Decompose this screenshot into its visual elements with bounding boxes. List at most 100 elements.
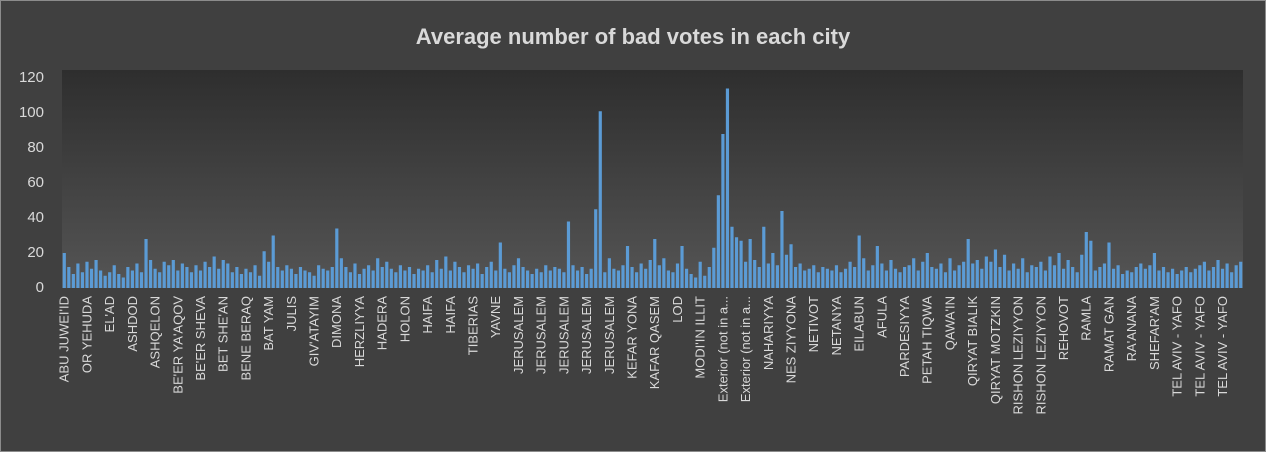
bar xyxy=(139,272,144,288)
bar xyxy=(903,267,907,288)
bar xyxy=(212,256,216,288)
x-tick-label: RAMLA xyxy=(1079,296,1094,341)
bar xyxy=(480,274,484,288)
bar xyxy=(112,265,116,288)
bar xyxy=(398,265,402,288)
bar xyxy=(1012,263,1016,288)
bar xyxy=(312,275,316,288)
y-tick-label: 100 xyxy=(19,104,44,121)
bar xyxy=(871,265,875,288)
bar xyxy=(843,268,848,288)
bar xyxy=(357,274,362,288)
bar xyxy=(866,270,870,288)
bar xyxy=(671,272,675,288)
y-tick-label: 120 xyxy=(19,69,44,86)
bar xyxy=(621,265,625,288)
x-tick-label: NES ZIYYONA xyxy=(783,296,798,384)
bar xyxy=(1234,265,1238,288)
bar xyxy=(834,265,839,288)
bar xyxy=(407,267,412,288)
bar xyxy=(217,268,221,288)
bar xyxy=(966,239,970,288)
bar xyxy=(208,267,212,288)
bar xyxy=(684,268,689,288)
bar xyxy=(607,258,611,288)
bar xyxy=(525,270,530,288)
bar xyxy=(153,268,157,288)
y-tick-label: 40 xyxy=(27,209,44,226)
bar xyxy=(1161,267,1166,288)
chart-title: Average number of bad votes in each city xyxy=(416,24,851,49)
bar xyxy=(1061,268,1066,288)
bar xyxy=(644,268,648,288)
bar xyxy=(167,265,171,288)
x-tick-label: LOD xyxy=(670,296,685,323)
bar xyxy=(271,235,275,288)
bar xyxy=(148,260,153,288)
x-tick-label: NETANYA xyxy=(829,296,844,356)
x-tick-label: GIV'ATAYIM xyxy=(307,296,322,366)
bar xyxy=(103,275,107,288)
bar xyxy=(1098,267,1102,288)
bar xyxy=(580,267,584,288)
bar xyxy=(389,268,393,288)
bar xyxy=(1007,270,1011,288)
bar xyxy=(1166,272,1170,288)
bar xyxy=(766,263,770,288)
bar xyxy=(1211,267,1216,288)
bar xyxy=(989,261,993,288)
bar xyxy=(516,258,521,288)
bar xyxy=(89,268,94,288)
bar xyxy=(703,275,707,288)
bar xyxy=(1075,272,1079,288)
x-tick-label: Exterior (not in a... xyxy=(715,296,730,402)
bar xyxy=(230,272,234,288)
bar xyxy=(1102,263,1107,288)
y-tick-label: 60 xyxy=(27,174,44,191)
x-tick-label: YAVNE xyxy=(488,296,503,338)
bar xyxy=(376,258,380,288)
bar xyxy=(535,268,539,288)
x-tick-label: Exterior (not in a... xyxy=(738,296,753,402)
x-tick-label: BET SHE'AN xyxy=(216,296,231,372)
x-tick-label: KAFAR QASEM xyxy=(647,296,662,389)
bar xyxy=(612,268,616,288)
bar xyxy=(939,263,943,288)
bar xyxy=(825,268,829,288)
bar xyxy=(962,261,966,288)
bar xyxy=(821,267,825,288)
bar xyxy=(439,268,443,288)
bar xyxy=(948,258,952,288)
bar xyxy=(730,226,734,288)
bar xyxy=(307,272,312,288)
bar xyxy=(530,274,534,288)
bar xyxy=(326,270,330,288)
bar xyxy=(771,253,775,288)
bar xyxy=(339,258,343,288)
bar xyxy=(721,134,725,288)
bar xyxy=(857,235,861,288)
bar xyxy=(144,239,148,288)
bar xyxy=(462,272,466,288)
bar xyxy=(317,265,321,288)
bar xyxy=(185,267,189,288)
bar xyxy=(757,267,761,288)
bar xyxy=(1116,265,1120,288)
bar xyxy=(1048,256,1052,288)
x-tick-label: HADERA xyxy=(375,296,390,351)
x-tick-label: EILABUN xyxy=(852,296,867,352)
bar xyxy=(367,265,371,288)
bar xyxy=(162,261,166,288)
bar xyxy=(1207,270,1211,288)
bar xyxy=(80,272,85,288)
bar xyxy=(298,267,303,288)
bar xyxy=(135,263,139,288)
bar xyxy=(898,272,902,288)
x-tick-label: ASHDOD xyxy=(125,296,140,352)
bar xyxy=(557,268,561,288)
bar xyxy=(267,261,271,288)
x-tick-label: JERUSALEM xyxy=(534,296,549,374)
bar xyxy=(816,272,820,288)
x-tick-label: BAT YAM xyxy=(261,296,276,351)
